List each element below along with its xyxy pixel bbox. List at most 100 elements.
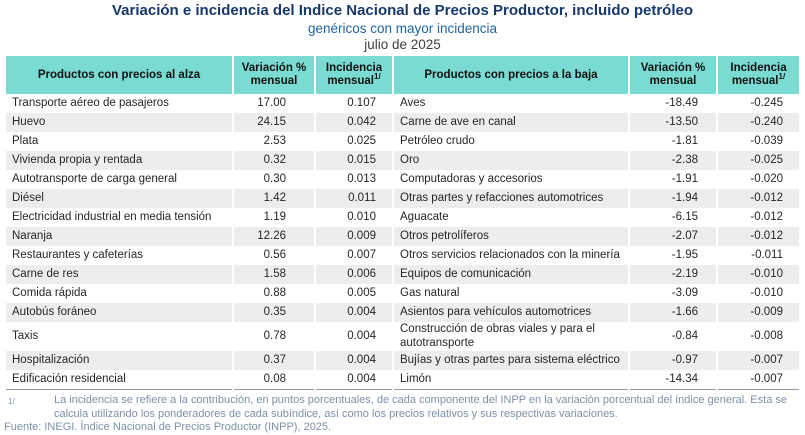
- table-row: Transporte aéreo de pasajeros 17.00 0.107 A…: [6, 94, 799, 113]
- baja-product: Limón: [394, 370, 628, 390]
- alza-product: Electricidad industrial en media tensión: [12, 210, 212, 223]
- alza-incidencia: 0.004: [347, 329, 376, 342]
- baja-product: Gas natural: [400, 286, 460, 299]
- alza-product: Carne de res: [6, 265, 232, 284]
- alza-incidencia: 0.004: [316, 370, 392, 390]
- alza-variacion: 1.58: [234, 265, 314, 284]
- baja-product: Oro: [394, 151, 628, 170]
- baja-variacion: -6.15: [671, 210, 698, 223]
- alza-product: Restaurantes y cafeterías: [12, 248, 144, 261]
- alza-incidencia: 0.007: [347, 248, 376, 261]
- baja-incidencia: -0.007: [718, 370, 799, 390]
- alza-incidencia: 0.042: [316, 113, 392, 132]
- baja-variacion: -3.09: [671, 286, 698, 299]
- table-row: Autotransporte de carga general 0.30 0.013…: [6, 170, 799, 189]
- baja-product: Asientos para vehículos automotrices: [394, 303, 628, 322]
- col-header-alza-variacion: Variación % mensual: [234, 56, 314, 94]
- baja-incidencia: -0.025: [718, 151, 799, 170]
- baja-variacion: -0.97: [630, 351, 716, 370]
- alza-incidencia: 0.009: [316, 227, 392, 246]
- baja-variacion: -2.38: [630, 151, 716, 170]
- alza-product: Autotransporte de carga general: [12, 172, 177, 185]
- footnote-marker: 1/: [8, 397, 15, 406]
- baja-incidencia: -0.010: [750, 286, 783, 299]
- table-row: Edificación residencial 0.08 0.004 Limón -14…: [6, 370, 799, 390]
- col-header-baja-product: Productos con precios a la baja: [394, 56, 628, 94]
- col-header-baja-variacion: Variación % mensual: [630, 56, 716, 94]
- baja-variacion: -18.49: [665, 96, 698, 109]
- alza-incidencia: 0.005: [347, 286, 376, 299]
- alza-incidencia: 0.107: [347, 96, 376, 109]
- alza-product: Hospitalización: [6, 351, 232, 370]
- alza-variacion: 0.78: [263, 329, 286, 342]
- baja-variacion: -1.94: [630, 189, 716, 208]
- alza-incidencia: 0.013: [347, 172, 376, 185]
- alza-incidencia: 0.010: [347, 210, 376, 223]
- baja-incidencia: -0.245: [750, 96, 783, 109]
- alza-incidencia: 0.015: [316, 151, 392, 170]
- alza-product: Comida rápida: [12, 286, 87, 299]
- footnote-marker-sup: 1/: [778, 72, 786, 82]
- table-row: Diésel 1.42 0.011 Otras partes y refaccione…: [6, 189, 799, 208]
- baja-variacion: -13.50: [630, 113, 716, 132]
- table-row: Huevo 24.15 0.042 Carne de ave en canal -13.…: [6, 113, 799, 132]
- baja-product: Otros servicios relacionados con la mine…: [400, 248, 620, 261]
- table-row: Plata 2.53 0.025 Petróleo crudo -1.81 -0.039: [6, 132, 799, 151]
- alza-incidencia: 0.004: [316, 303, 392, 322]
- baja-variacion: -1.81: [671, 134, 698, 147]
- alza-product: Autobús foráneo: [6, 303, 232, 322]
- alza-incidencia: 0.025: [347, 134, 376, 147]
- alza-variacion: 1.19: [263, 210, 286, 223]
- alza-variacion: 12.26: [234, 227, 314, 246]
- source-note: Fuente: INEGI. Índice Nacional de Precio…: [4, 421, 332, 433]
- col-header-alza-product: Productos con precios al alza: [6, 56, 232, 94]
- alza-product: Plata: [12, 134, 39, 147]
- alza-variacion: 0.35: [234, 303, 314, 322]
- alza-incidencia: 0.006: [316, 265, 392, 284]
- baja-product: Carne de ave en canal: [394, 113, 628, 132]
- page-subtitle: genéricos con mayor incidencia: [307, 21, 498, 36]
- table-row: Restaurantes y cafeterías 0.56 0.007 Otros …: [6, 246, 799, 265]
- baja-variacion: -0.84: [671, 329, 698, 342]
- table-row: Taxis 0.78 0.004 Construcción de obras vial…: [6, 322, 799, 351]
- period-label: julio de 2025: [364, 37, 441, 52]
- baja-product: Otras partes y refacciones automotrices: [394, 189, 628, 208]
- alza-product: Huevo: [6, 113, 232, 132]
- col-header-baja-incidencia: Incidencia mensual1/: [718, 56, 799, 94]
- baja-incidencia: -0.012: [718, 227, 799, 246]
- alza-variacion: 0.88: [263, 286, 286, 299]
- alza-variacion: 2.53: [263, 134, 286, 147]
- baja-incidencia: -0.012: [750, 210, 783, 223]
- footnotes: 1/ La incidencia se refiere a la contrib…: [4, 394, 801, 435]
- baja-variacion: -1.95: [671, 248, 698, 261]
- baja-variacion: -1.91: [671, 172, 698, 185]
- baja-product: Aves: [400, 96, 426, 109]
- table-row: Vivienda propia y rentada 0.32 0.015 Oro -2.…: [6, 151, 799, 170]
- alza-variacion: 1.42: [234, 189, 314, 208]
- baja-incidencia: -0.010: [718, 265, 799, 284]
- alza-product: Diésel: [6, 189, 232, 208]
- baja-variacion: -1.66: [630, 303, 716, 322]
- alza-variacion: 0.32: [234, 151, 314, 170]
- baja-incidencia: -0.240: [718, 113, 799, 132]
- alza-incidencia: 0.011: [316, 189, 392, 208]
- alza-variacion: 24.15: [234, 113, 314, 132]
- inpp-incidence-table: Productos con precios al alza Variación …: [4, 56, 801, 390]
- alza-product: Naranja: [6, 227, 232, 246]
- baja-product: Equipos de comunicación: [394, 265, 628, 284]
- baja-product: Petróleo crudo: [400, 134, 475, 147]
- col-header-alza-incidencia: Incidencia mensual1/: [316, 56, 392, 94]
- baja-incidencia: -0.008: [750, 329, 783, 342]
- baja-incidencia: -0.007: [718, 351, 799, 370]
- table-row: Electricidad industrial en media tensión…: [6, 208, 799, 227]
- table-row: Naranja 12.26 0.009 Otros petrolíferos -2.07…: [6, 227, 799, 246]
- baja-variacion: -2.19: [630, 265, 716, 284]
- baja-variacion: -2.07: [630, 227, 716, 246]
- footnote-text: La incidencia se refiere a la contribuci…: [54, 394, 787, 420]
- baja-product: Construcción de obras viales y para el a…: [400, 323, 595, 349]
- alza-product: Vivienda propia y rentada: [6, 151, 232, 170]
- alza-variacion: 0.37: [234, 351, 314, 370]
- alza-variacion: 17.00: [257, 96, 286, 109]
- baja-product: Computadoras y accesorios: [400, 172, 543, 185]
